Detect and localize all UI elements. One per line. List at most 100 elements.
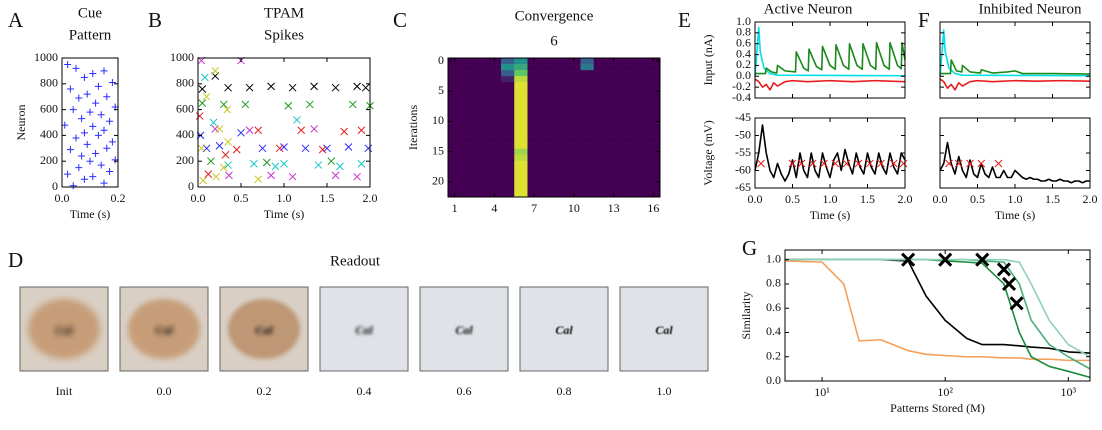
heatmap-cell xyxy=(646,172,661,180)
heatmap-cell xyxy=(554,124,568,131)
heatmap-cell xyxy=(501,148,515,155)
marker xyxy=(237,128,245,137)
heatmap-cell xyxy=(593,136,608,143)
y-tick-label: 600 xyxy=(40,101,58,115)
heatmap-cell xyxy=(593,148,608,155)
heatmap-cell xyxy=(527,76,542,83)
marker xyxy=(327,157,336,166)
heatmap-cell xyxy=(461,82,475,89)
marker xyxy=(280,143,288,151)
heatmap-cell xyxy=(620,100,634,107)
heatmap-cell xyxy=(646,148,661,155)
image-caption: 0.4 xyxy=(357,384,372,398)
marker xyxy=(977,159,986,168)
heatmap-cell xyxy=(514,76,528,83)
heatmap-cell xyxy=(487,94,502,101)
heatmap-cell xyxy=(540,130,555,137)
x-tick-label: 0.0 xyxy=(55,191,70,205)
image-blob xyxy=(128,299,200,359)
heatmap-cell xyxy=(607,88,621,95)
heatmap-cell xyxy=(474,130,489,137)
panel-letter: A xyxy=(8,8,24,32)
marker xyxy=(103,144,111,152)
marker xyxy=(258,144,267,153)
heatmap-cell xyxy=(501,118,515,125)
marker xyxy=(788,159,797,168)
y-tick-label: 800 xyxy=(176,76,194,90)
heatmap-cell xyxy=(554,112,568,119)
image-caption: 0.8 xyxy=(557,384,572,398)
marker xyxy=(353,172,361,181)
y-tick-label: 0.8 xyxy=(766,276,781,290)
heatmap-cell xyxy=(474,124,489,131)
heatmap-cell xyxy=(448,70,462,77)
image-text: Cal xyxy=(455,323,473,337)
marker xyxy=(201,73,209,82)
heatmap-cell xyxy=(633,130,648,137)
marker xyxy=(310,125,318,133)
heatmap-cell xyxy=(554,58,568,65)
heatmap-cell xyxy=(501,88,515,95)
heatmap-cell xyxy=(580,154,595,162)
heatmap-cell xyxy=(448,142,462,149)
x-tick-label: 0.5 xyxy=(970,192,985,206)
marker xyxy=(288,83,297,92)
marker xyxy=(69,106,77,114)
heatmap-cell xyxy=(633,58,648,65)
x-axis-label: Time (s) xyxy=(264,207,305,221)
x-tick-label: 0.0 xyxy=(748,192,763,206)
heatmap-cell xyxy=(633,148,648,155)
x-tick-label: 1.5 xyxy=(1045,192,1060,206)
marker xyxy=(100,126,108,134)
heatmap-cell xyxy=(646,178,661,186)
heatmap-cell xyxy=(448,76,462,83)
axes-frame xyxy=(61,57,119,188)
marker xyxy=(331,171,340,180)
marker xyxy=(224,161,232,169)
heatmap-cell xyxy=(593,112,608,119)
heatmap-cell xyxy=(567,70,581,77)
heatmap-cell xyxy=(554,160,568,168)
heatmap-cell xyxy=(646,112,661,119)
heatmap-cell xyxy=(646,184,661,192)
x-tick-label: 4 xyxy=(491,201,497,215)
marker xyxy=(207,157,215,166)
heatmap-cell xyxy=(620,190,634,198)
heatmap-cell xyxy=(567,82,581,89)
heatmap-cell xyxy=(487,88,502,95)
heatmap-cell xyxy=(501,154,515,162)
heatmap-cell xyxy=(474,88,489,95)
heatmap-cell xyxy=(540,178,555,186)
heatmap-cell xyxy=(646,160,661,168)
marker xyxy=(66,85,74,93)
heatmap-cell xyxy=(540,82,555,89)
heatmap-cell xyxy=(646,142,661,149)
image-caption: 1.0 xyxy=(657,384,672,398)
heatmap-cell xyxy=(501,94,515,101)
axes-frame xyxy=(447,57,661,198)
heatmap-cell xyxy=(461,100,475,107)
y-tick-label: 0.0 xyxy=(766,373,781,387)
y-axis-label: Input (nA) xyxy=(701,35,715,86)
heatmap-cell xyxy=(540,136,555,143)
heatmap-cell xyxy=(487,184,502,192)
heatmap-cell xyxy=(448,124,462,131)
heatmap-cell xyxy=(554,136,568,143)
heatmap-cell xyxy=(633,190,648,198)
heatmap-cell xyxy=(461,130,475,137)
heatmap-cell xyxy=(514,172,528,180)
heatmap-cell xyxy=(527,82,542,89)
heatmap-cell xyxy=(633,70,648,77)
heatmap-cell xyxy=(633,106,648,113)
heatmap-cell xyxy=(540,76,555,83)
heatmap-cell xyxy=(554,100,568,107)
heatmap-cell xyxy=(527,166,542,174)
marker xyxy=(211,67,220,75)
heatmap-cell xyxy=(620,178,634,186)
heatmap-cell xyxy=(567,178,581,186)
y-tick-label: 20 xyxy=(432,174,444,188)
axes-frame xyxy=(939,21,1091,99)
heatmap-cell xyxy=(593,82,608,89)
y-tick-label: 1000 xyxy=(34,50,58,64)
image-blob xyxy=(28,299,100,359)
